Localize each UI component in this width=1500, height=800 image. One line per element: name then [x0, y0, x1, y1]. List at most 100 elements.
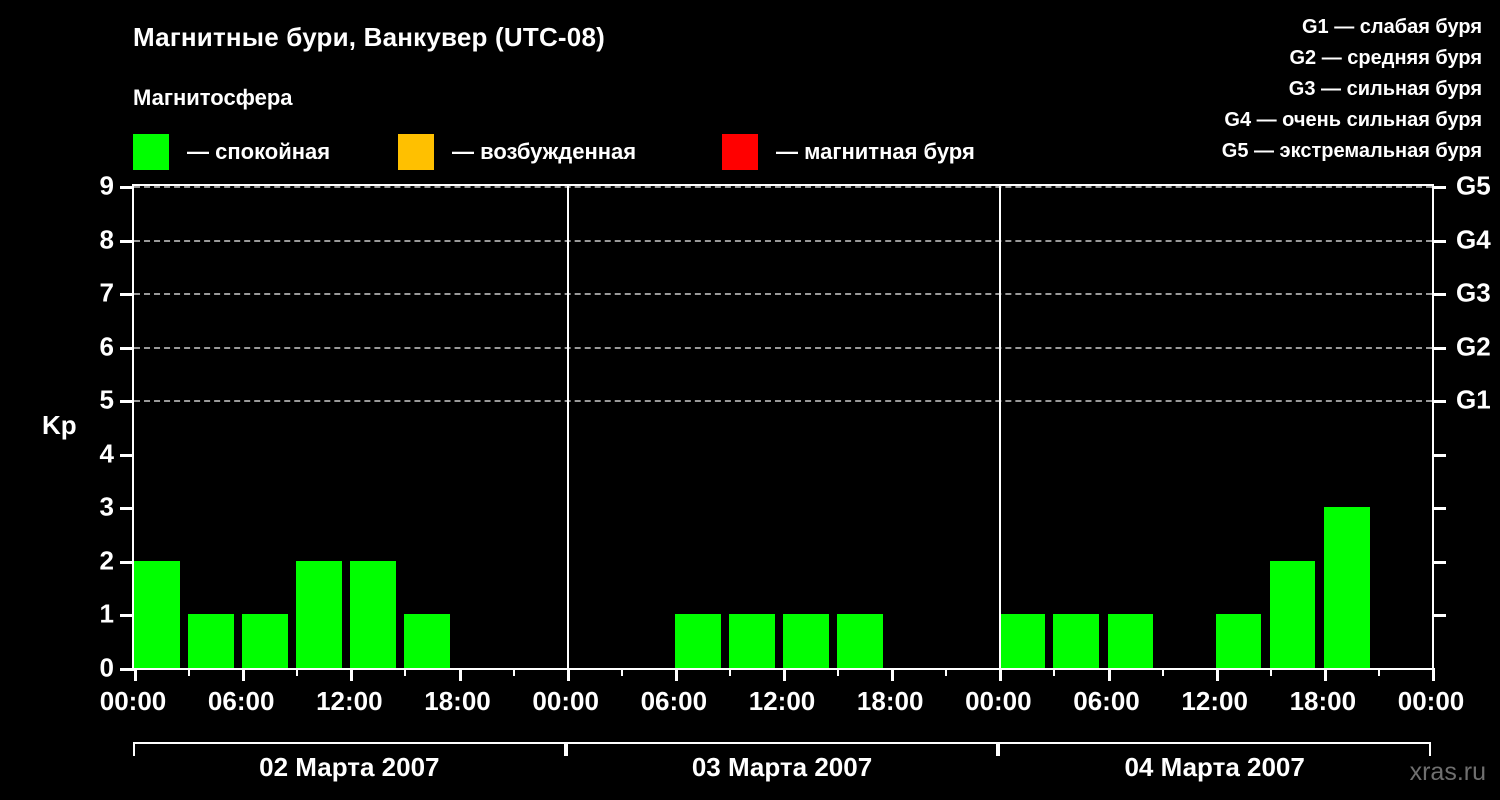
- x-axis-label: 18:00: [1289, 686, 1357, 716]
- bar-day1-slot4: [296, 560, 342, 668]
- chart-title: Магнитные бури, Ванкувер (UTC-08): [133, 22, 605, 52]
- y-tick-label-0: 0: [99, 652, 114, 683]
- right-tick-kp-4: [1432, 453, 1446, 457]
- legend-label-storm: — магнитная буря: [776, 139, 975, 164]
- x-axis-label: 00:00: [99, 686, 167, 716]
- x-major-tick: [1323, 668, 1327, 681]
- day-label-3: 04 Марта 2007: [1124, 752, 1305, 782]
- y-tick-1: [120, 614, 134, 618]
- bar-day3-slot1: [999, 614, 1046, 668]
- bar-day3-slot2: [1053, 614, 1100, 668]
- x-major-tick: [1107, 668, 1111, 681]
- x-axis-label: 18:00: [856, 686, 924, 716]
- day-bracket-3: [998, 742, 1431, 756]
- gridline-kp-5: [134, 400, 1432, 403]
- y-tick-label-4: 4: [99, 438, 114, 469]
- x-axis-label: 18:00: [424, 686, 491, 716]
- right-tick-kp-5: [1432, 400, 1446, 404]
- legend-item-quiet: — спокойная: [133, 133, 330, 171]
- bar-day1-slot2: [188, 614, 234, 668]
- x-major-tick: [783, 668, 786, 681]
- watermark: xras.ru: [1409, 758, 1486, 786]
- right-tick-kp-9: [1432, 186, 1446, 189]
- right-axis-label-g3: G3: [1456, 277, 1491, 308]
- legend-item-storm: — магнитная буря: [722, 133, 975, 171]
- x-minor-tick: [512, 668, 515, 676]
- right-axis-label-g2: G2: [1456, 331, 1491, 362]
- day-label-2: 03 Марта 2007: [691, 752, 873, 782]
- right-tick-kp-1: [1432, 614, 1446, 618]
- legend-label-active: — возбужденная: [452, 139, 637, 164]
- x-major-tick: [134, 668, 137, 681]
- bar-day3-slot3: [1107, 614, 1154, 668]
- right-tick-kp-7: [1432, 293, 1446, 297]
- x-minor-tick: [620, 668, 623, 676]
- y-tick-7: [120, 293, 134, 297]
- bar-day1-slot6: [404, 614, 451, 668]
- plot-area: 0 1 2 3 4 5 6 7 8 9 G1 G2 G3 G4 G5: [100, 171, 1491, 683]
- y-axis-title: Kp: [42, 410, 77, 440]
- y-tick-label-6: 6: [99, 331, 114, 362]
- legend-label-quiet: — спокойная: [187, 139, 331, 164]
- right-tick-kp-8: [1432, 239, 1446, 243]
- x-major-tick: [1432, 668, 1435, 681]
- x-major-tick: [242, 668, 246, 681]
- x-axis-label: 00:00: [1397, 686, 1465, 716]
- y-tick-label-9: 9: [99, 170, 114, 201]
- bar-day3-slot5: [1215, 614, 1262, 668]
- y-tick-label-1: 1: [99, 598, 114, 629]
- gridline-kp-7: [134, 293, 1432, 296]
- orange-square-swatch: [398, 134, 434, 170]
- y-tick-3: [120, 507, 134, 511]
- y-tick-4: [120, 453, 134, 457]
- g-scale-line-g3: G3 — сильная буря: [1288, 78, 1482, 100]
- x-axis-label: 06:00: [1073, 686, 1140, 716]
- x-minor-tick: [728, 668, 731, 676]
- x-major-tick: [350, 668, 354, 681]
- x-axis-label: 00:00: [965, 686, 1032, 716]
- y-tick-6: [120, 346, 134, 350]
- g-scale-line-g2: G2 — средняя буря: [1289, 47, 1483, 69]
- bar-day2-slot6: [837, 614, 883, 668]
- y-tick-9: [120, 186, 134, 189]
- gridline-kp-8: [134, 239, 1432, 242]
- x-minor-tick: [1161, 668, 1164, 676]
- y-tick-label-8: 8: [99, 224, 114, 255]
- right-tick-kp-6: [1432, 346, 1446, 350]
- x-minor-tick: [1053, 668, 1056, 676]
- x-minor-tick: [837, 668, 840, 676]
- g-scale-line-g4: G4 — очень сильная буря: [1224, 109, 1482, 131]
- right-axis-label-g1: G1: [1456, 384, 1491, 415]
- x-axis-label: 06:00: [640, 686, 708, 716]
- y-tick-2: [120, 560, 134, 564]
- x-major-tick: [566, 668, 570, 681]
- x-axis-label: 06:00: [207, 686, 275, 716]
- green-square-swatch: [133, 134, 169, 170]
- day-bracket-2: [565, 742, 999, 756]
- x-minor-tick: [296, 668, 299, 676]
- day-bracket-1: [133, 742, 566, 756]
- x-minor-tick: [404, 668, 407, 676]
- bar-day1-slot1: [134, 560, 180, 668]
- y-tick-label-2: 2: [99, 545, 114, 576]
- x-major-tick: [1215, 668, 1219, 681]
- y-tick-label-7: 7: [99, 277, 114, 308]
- right-axis-label-g4: G4: [1456, 224, 1491, 255]
- y-tick-8: [120, 239, 134, 243]
- bar-day2-slot5: [783, 614, 829, 668]
- x-minor-tick: [945, 668, 948, 676]
- bar-day1-slot3: [242, 614, 288, 668]
- g-scale-line-g1: G1 — слабая буря: [1301, 16, 1482, 38]
- bar-day3-slot7: [1323, 507, 1370, 668]
- g-scale-line-g5: G5 — экстремальная буря: [1221, 140, 1482, 162]
- right-tick-kp-3: [1432, 507, 1446, 511]
- right-axis-label-g5: G5: [1456, 170, 1491, 201]
- y-tick-label-3: 3: [99, 491, 114, 522]
- day-separator-2: [999, 186, 1002, 668]
- bar-day2-slot3: [674, 614, 721, 668]
- y-tick-5: [120, 400, 134, 404]
- bar-day1-slot5: [350, 560, 397, 668]
- bar-day2-slot4: [728, 614, 775, 668]
- gridline-kp-6: [134, 346, 1432, 349]
- day-label-1: 02 Марта 2007: [259, 752, 440, 782]
